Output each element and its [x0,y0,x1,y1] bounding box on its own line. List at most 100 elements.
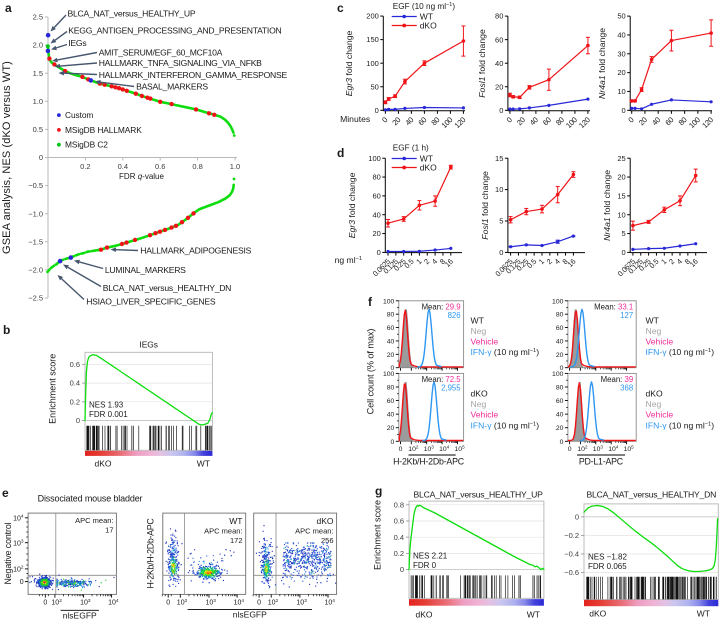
svg-text:dKO: dKO [316,516,333,526]
svg-text:Mean: 29.9: Mean: 29.9 [422,302,461,311]
svg-text:WT: WT [229,516,242,526]
svg-text:0: 0 [377,248,381,257]
svg-text:Minutes: Minutes [340,114,370,124]
svg-text:80: 80 [372,173,380,182]
svg-text:b: b [3,323,10,337]
svg-text:Nr4a1 fold change: Nr4a1 fold change [597,28,607,99]
svg-text:60: 60 [663,115,675,127]
svg-text:20: 20 [495,82,503,91]
svg-text:40: 40 [650,115,662,127]
svg-text:103: 103 [13,539,24,548]
svg-text:8: 8 [560,257,569,266]
svg-text:0.8: 0.8 [394,500,404,509]
svg-text:104: 104 [325,598,336,607]
svg-text:60: 60 [387,325,395,332]
svg-text:dKO: dKO [415,610,432,620]
svg-text:2: 2 [667,257,676,266]
svg-text:Neg: Neg [646,399,662,409]
svg-text:80: 80 [556,384,564,391]
svg-text:0: 0 [560,365,564,372]
svg-text:0: 0 [43,600,47,607]
svg-text:dKO: dKO [646,389,664,399]
svg-text:LUMINAL_MARKERS: LUMINAL_MARKERS [105,265,186,275]
svg-text:0: 0 [560,439,564,446]
svg-text:Egr3 fold change: Egr3 fold change [344,30,354,96]
svg-text:16: 16 [443,257,455,269]
svg-text:WT: WT [697,609,710,619]
svg-text:BLCA_NAT_versus_HEALTHY_UP: BLCA_NAT_versus_HEALTHY_UP [414,489,544,499]
svg-text:15: 15 [495,154,503,163]
svg-text:0: 0 [391,439,395,446]
svg-text:Vehicle: Vehicle [646,410,674,420]
svg-text:IEGs: IEGs [139,340,158,350]
svg-text:103: 103 [206,598,217,607]
svg-text:8: 8 [438,257,447,266]
svg-text:40: 40 [403,115,415,127]
svg-text:103: 103 [424,445,435,454]
svg-text:0.4: 0.4 [118,162,128,171]
svg-text:0.8: 0.8 [192,162,202,171]
svg-text:256: 256 [321,536,334,545]
svg-text:Cell count (% of max): Cell count (% of max) [366,329,376,415]
svg-text:0: 0 [20,579,24,586]
svg-text:20: 20 [390,115,402,127]
svg-text:−0.2: −0.2 [564,531,579,540]
svg-text:104: 104 [13,514,24,523]
svg-text:Vehicle: Vehicle [471,410,499,420]
svg-text:102: 102 [177,598,188,607]
svg-text:0: 0 [375,106,379,115]
svg-text:1: 1 [537,257,546,266]
svg-text:Fosl1 fold change: Fosl1 fold change [480,171,490,240]
svg-text:40: 40 [372,210,380,219]
svg-text:0: 0 [626,115,635,124]
svg-text:1: 1 [414,257,423,266]
svg-text:15: 15 [617,191,625,200]
svg-text:20: 20 [617,68,625,77]
svg-text:4: 4 [553,257,562,266]
svg-text:127: 127 [620,311,633,320]
svg-text:0.4: 0.4 [394,533,404,542]
svg-text:APC mean:: APC mean: [295,527,333,536]
svg-text:1: 1 [659,257,668,266]
svg-text:50: 50 [370,82,378,91]
svg-text:BLCA_NAT_versus_HEALTHY_UP: BLCA_NAT_versus_HEALTHY_UP [68,9,196,19]
svg-text:−0.4: −0.4 [564,550,579,559]
svg-text:WT: WT [420,153,433,163]
svg-text:0: 0 [499,248,503,257]
svg-text:NES −1.82: NES −1.82 [588,553,627,562]
svg-text:Mean: 72.5: Mean: 72.5 [422,375,462,384]
svg-text:60: 60 [556,398,564,405]
svg-text:Mean: 39: Mean: 39 [601,375,634,384]
svg-text:dKO: dKO [420,20,437,30]
svg-text:WT: WT [527,610,540,620]
svg-text:2.0: 2.0 [33,41,43,50]
svg-text:40: 40 [556,412,564,419]
svg-text:−0.5: −0.5 [28,181,43,190]
svg-text:40: 40 [617,31,625,40]
svg-text:HALLMARK_INTERFERON_GAMMA_RESP: HALLMARK_INTERFERON_GAMMA_RESPONSE [99,70,288,80]
svg-text:60: 60 [387,398,395,405]
svg-text:368: 368 [620,384,633,393]
svg-text:PD-L1-APC: PD-L1-APC [579,457,624,467]
svg-text:dKO: dKO [589,609,606,619]
svg-text:2.5: 2.5 [33,13,43,22]
svg-text:Vehicle: Vehicle [646,337,674,347]
svg-text:20: 20 [387,425,395,432]
svg-text:200: 200 [366,12,379,21]
svg-text:100: 100 [552,298,564,305]
svg-text:AMIT_SERUM/EGF_60_MCF10A: AMIT_SERUM/EGF_60_MCF10A [99,48,223,58]
svg-text:80: 80 [387,384,395,391]
svg-text:16: 16 [688,257,700,269]
svg-text:ng ml−1: ng ml−1 [335,255,363,265]
svg-text:dKO: dKO [420,162,437,172]
svg-text:16: 16 [566,257,578,269]
svg-text:0.4: 0.4 [70,379,80,388]
svg-text:BASAL_MARKERS: BASAL_MARKERS [136,82,208,92]
svg-text:NES 1.93: NES 1.93 [89,401,124,410]
svg-text:MSigDB HALLMARK: MSigDB HALLMARK [65,125,142,135]
svg-text:IEGs: IEGs [68,38,86,48]
svg-text:0: 0 [399,446,403,453]
svg-text:100: 100 [383,298,395,305]
svg-text:WT: WT [420,11,433,21]
svg-text:5: 5 [622,229,626,238]
